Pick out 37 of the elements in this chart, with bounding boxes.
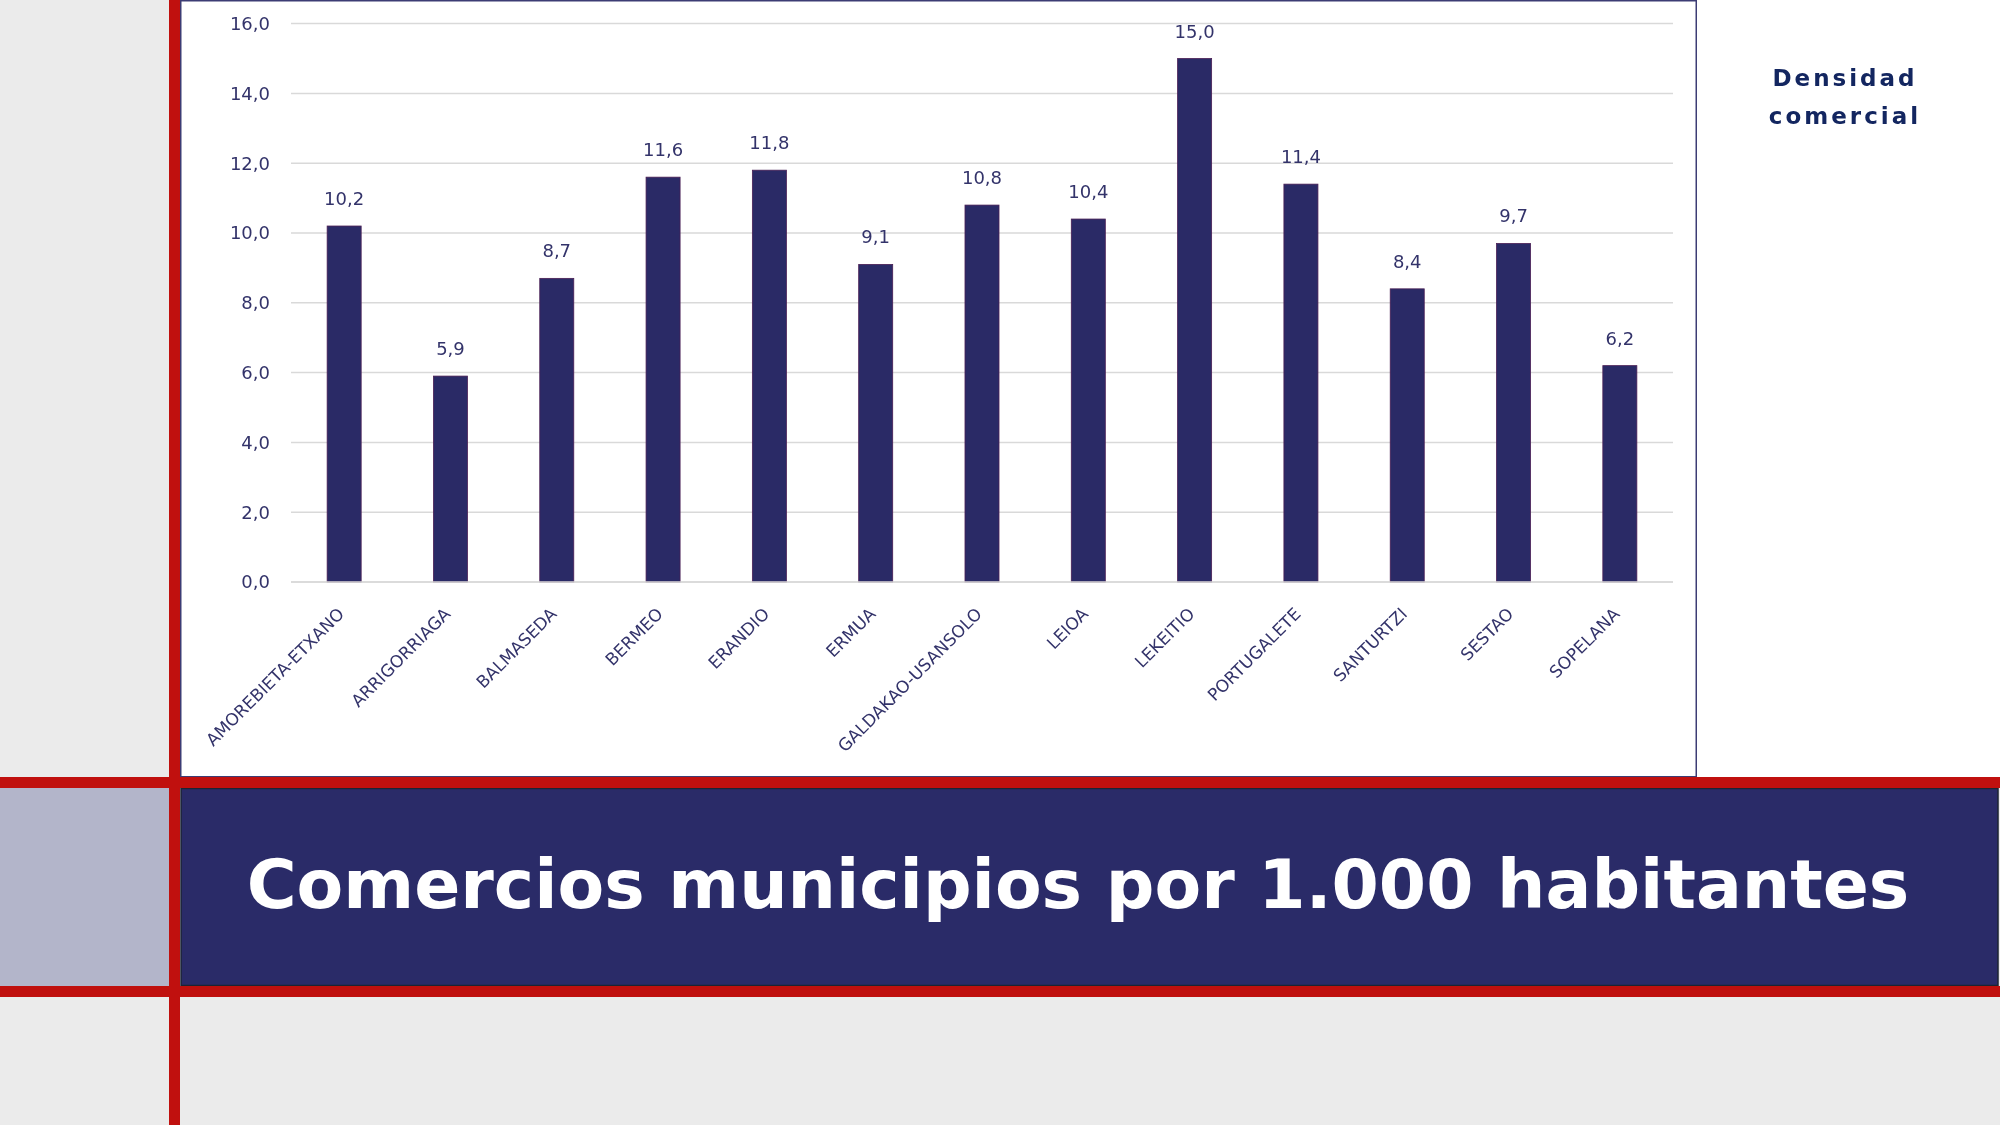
data-label: 9,1 [861,226,891,248]
bar [1070,218,1106,583]
bar [539,277,575,583]
data-label: 11,6 [643,139,684,161]
text: Comercios municipios por 1.000 habitantes [246,845,1910,924]
data-label: 11,4 [1280,146,1321,168]
bar [964,204,1000,583]
data-label: 9,7 [1499,205,1528,227]
y-tick-label: 12,0 [229,152,270,174]
y-tick-label: 6,0 [241,361,270,383]
y-tick-label: 14,0 [229,82,270,104]
data-label: 8,7 [542,240,572,262]
data-label: 15,0 [1174,20,1215,42]
bar [1283,183,1319,583]
data-label: 8,4 [1392,250,1422,272]
bar [1389,288,1425,583]
bar [326,225,362,583]
data-label: 10,4 [1068,181,1109,203]
data-label: 11,8 [749,132,790,154]
y-tick-label: 4,0 [241,431,270,453]
bar [858,264,894,583]
data-label: 10,2 [324,188,365,210]
y-tick-label: 0,0 [241,571,270,593]
data-label: 6,2 [1605,327,1635,349]
bar [751,169,787,583]
y-tick-label: 16,0 [229,12,270,34]
bar [645,176,681,583]
y-tick-label: 8,0 [241,292,270,314]
data-label: 10,8 [961,167,1003,189]
data-label: 5,9 [436,338,465,360]
y-tick-label: 10,0 [229,222,270,244]
bar [1602,365,1638,583]
bar [1496,243,1531,583]
y-tick-label: 2,0 [241,501,270,523]
bar [1177,58,1213,583]
text: Densidad comercial [1768,65,1922,129]
bar [433,375,468,583]
